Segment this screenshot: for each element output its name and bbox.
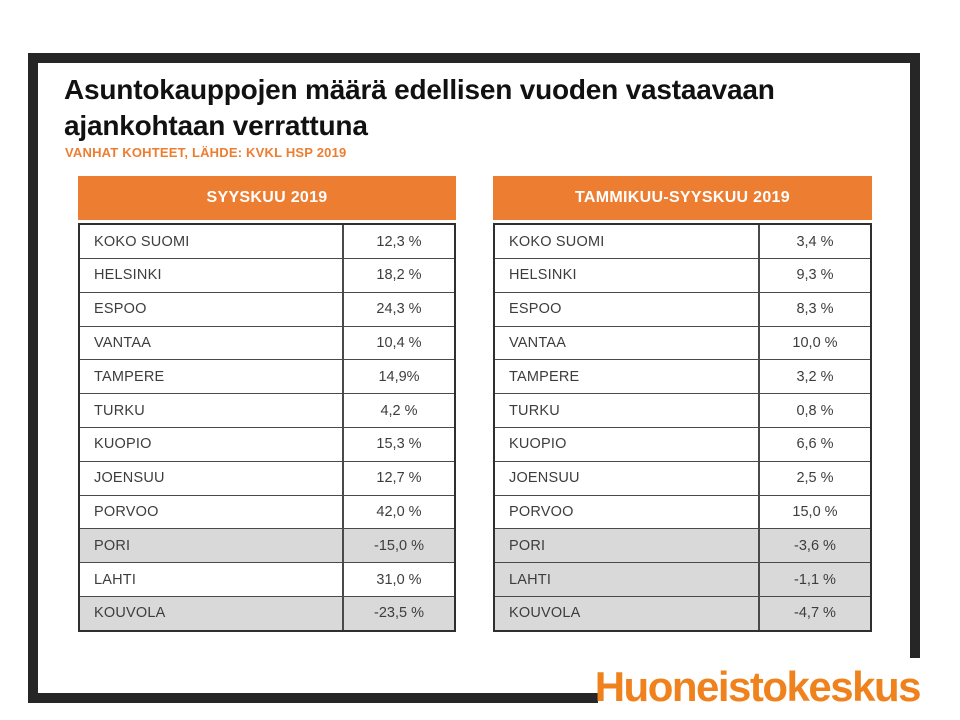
table-row: TURKU 0,8 % <box>495 393 870 427</box>
change-percent-value: 18,2 % <box>342 259 454 292</box>
table-row: KUOPIO 6,6 % <box>495 426 870 461</box>
change-percent-value: 12,3 % <box>342 225 454 258</box>
region-label: VANTAA <box>509 334 567 351</box>
table-header: SYYSKUU 2019 <box>78 176 456 220</box>
change-percent-value: 3,2 % <box>758 360 870 394</box>
region-label: VANTAA <box>94 334 152 351</box>
change-percent-value: 4,2 % <box>342 394 454 427</box>
table-row: KOUVOLA -4,7 % <box>495 595 870 630</box>
region-label: KOUVOLA <box>94 605 166 622</box>
region-label: PORI <box>509 537 546 554</box>
region-label: TURKU <box>509 402 560 419</box>
table-row: PORI -15,0 % <box>80 528 454 563</box>
table-row: ESPOO 24,3 % <box>80 291 454 326</box>
change-percent-value: 14,9% <box>342 360 454 394</box>
table-row: TAMPERE 3,2 % <box>495 359 870 394</box>
change-percent-value: 9,3 % <box>758 259 870 292</box>
table-row: VANTAA 10,4 % <box>80 325 454 360</box>
region-label: JOENSUU <box>509 470 580 487</box>
change-percent-value: -23,5 % <box>342 596 454 630</box>
table-row: VANTAA 10,0 % <box>495 325 870 360</box>
change-percent-value: 10,4 % <box>342 326 454 360</box>
table-row: PORVOO 15,0 % <box>495 494 870 529</box>
table-syyskuu-2019: SYYSKUU 2019 KOKO SUOMI 12,3 % HELSINKI 18,… <box>78 176 456 632</box>
table-header: TAMMIKUU-SYYSKUU 2019 <box>493 176 872 220</box>
table-row: KOUVOLA -23,5 % <box>80 595 454 630</box>
change-percent-value: 10,0 % <box>758 326 870 360</box>
table-row: LAHTI 31,0 % <box>80 562 454 596</box>
region-label: KUOPIO <box>509 436 567 453</box>
slide-subtitle: VANHAT KOHTEET, LÄHDE: KVKL HSP 2019 <box>65 145 347 160</box>
region-label: ESPOO <box>94 301 147 318</box>
table-row: TAMPERE 14,9% <box>80 359 454 394</box>
region-label: PORVOO <box>509 503 574 520</box>
change-percent-value: 3,4 % <box>758 225 870 258</box>
table-row: JOENSUU 2,5 % <box>495 460 870 495</box>
table-row: PORI -3,6 % <box>495 528 870 563</box>
region-label: KOUVOLA <box>509 605 581 622</box>
table-row: TURKU 4,2 % <box>80 393 454 427</box>
frame-border-bottom <box>28 693 598 703</box>
table-body: KOKO SUOMI 3,4 % HELSINKI 9,3 % ESPOO 8,3 % VA… <box>493 223 872 632</box>
table-body: KOKO SUOMI 12,3 % HELSINKI 18,2 % ESPOO 24,3 … <box>78 223 456 632</box>
region-label: KUOPIO <box>94 436 152 453</box>
slide-title: Asuntokauppojen määrä edellisen vuoden v… <box>64 74 775 142</box>
table-row: KOKO SUOMI 12,3 % <box>80 225 454 258</box>
frame-border-left <box>28 53 38 703</box>
region-label: TAMPERE <box>509 368 580 385</box>
change-percent-value: 42,0 % <box>342 495 454 529</box>
change-percent-value: 15,0 % <box>758 495 870 529</box>
change-percent-value: 31,0 % <box>342 563 454 596</box>
frame-border-right <box>910 53 920 658</box>
change-percent-value: 15,3 % <box>342 427 454 461</box>
change-percent-value: 24,3 % <box>342 292 454 326</box>
region-label: ESPOO <box>509 301 562 318</box>
table-row: ESPOO 8,3 % <box>495 291 870 326</box>
region-label: JOENSUU <box>94 470 165 487</box>
region-label: TAMPERE <box>94 368 165 385</box>
table-row: JOENSUU 12,7 % <box>80 460 454 495</box>
region-label: LAHTI <box>509 571 552 588</box>
region-label: TURKU <box>94 402 145 419</box>
frame-border-top <box>28 53 920 63</box>
change-percent-value: 8,3 % <box>758 292 870 326</box>
region-label: PORI <box>94 537 131 554</box>
region-label: HELSINKI <box>509 267 577 284</box>
change-percent-value: -3,6 % <box>758 529 870 563</box>
change-percent-value: -1,1 % <box>758 563 870 596</box>
region-label: HELSINKI <box>94 267 162 284</box>
table-row: HELSINKI 18,2 % <box>80 258 454 292</box>
region-label: KOKO SUOMI <box>94 233 190 250</box>
table-row: KUOPIO 15,3 % <box>80 426 454 461</box>
change-percent-value: -15,0 % <box>342 529 454 563</box>
huoneistokeskus-logo: Huoneistokeskus <box>594 663 922 710</box>
table-row: KOKO SUOMI 3,4 % <box>495 225 870 258</box>
table-row: PORVOO 42,0 % <box>80 494 454 529</box>
table-row: LAHTI -1,1 % <box>495 562 870 596</box>
change-percent-value: 6,6 % <box>758 427 870 461</box>
table-tammikuu-syyskuu-2019: TAMMIKUU-SYYSKUU 2019 KOKO SUOMI 3,4 % HEL… <box>493 176 872 632</box>
region-label: LAHTI <box>94 571 137 588</box>
region-label: PORVOO <box>94 503 159 520</box>
change-percent-value: 2,5 % <box>758 461 870 495</box>
table-row: HELSINKI 9,3 % <box>495 258 870 292</box>
region-label: KOKO SUOMI <box>509 233 605 250</box>
change-percent-value: -4,7 % <box>758 596 870 630</box>
change-percent-value: 0,8 % <box>758 394 870 427</box>
change-percent-value: 12,7 % <box>342 461 454 495</box>
